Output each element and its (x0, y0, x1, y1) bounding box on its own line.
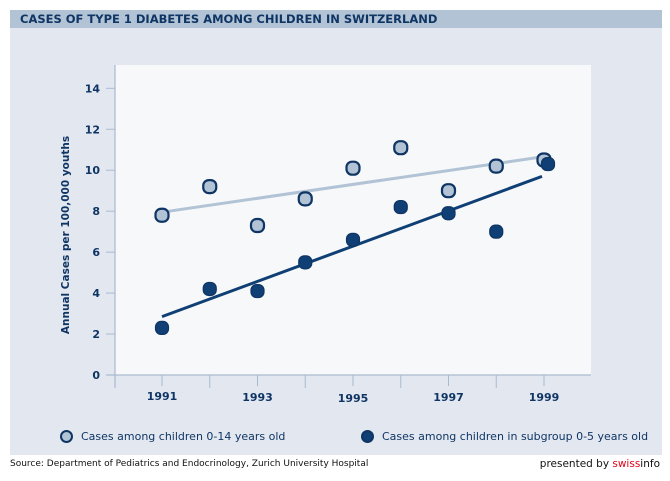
light-circle-icon (60, 430, 73, 443)
y-tick-label: 0 (92, 369, 100, 382)
x-tick-label: 1993 (242, 391, 273, 404)
data-points (154, 140, 556, 335)
legend-label: Cases among children 0-14 years old (81, 430, 286, 443)
point-dark (298, 255, 313, 270)
point-light (202, 178, 218, 195)
legend-item-0-14: Cases among children 0-14 years old (60, 430, 285, 443)
y-tick-label: 2 (92, 328, 100, 341)
source-note: Source: Department of Pediatrics and End… (10, 459, 369, 469)
point-dark (540, 156, 556, 172)
point-light (154, 207, 170, 223)
y-tick-label: 8 (92, 205, 100, 218)
point-dark (441, 206, 456, 221)
point-dark (393, 199, 408, 215)
y-tick-label: 4 (92, 287, 100, 300)
axes: 0 2 4 6 8 10 12 14 1991 1993 1995 1997 1999 (85, 65, 591, 405)
presented-by[interactable]: presented by swissinfo (540, 458, 660, 470)
x-tick-label: 1991 (147, 390, 178, 403)
point-light (440, 183, 457, 199)
point-light (345, 160, 361, 176)
plot-area (115, 65, 591, 375)
y-axis-label: Annual Cases per 100,000 youths (60, 136, 72, 334)
point-dark (250, 283, 265, 299)
dark-circle-icon (361, 430, 374, 443)
point-light (249, 217, 266, 234)
title-bar: CASES OF TYPE 1 DIABETES AMONG CHILDREN … (10, 10, 662, 28)
point-dark (202, 281, 217, 297)
y-tick-label: 6 (92, 246, 100, 259)
point-light (488, 158, 504, 174)
chart-title: CASES OF TYPE 1 DIABETES AMONG CHILDREN … (20, 12, 438, 26)
legend-label: Cases among children in subgroup 0-5 yea… (382, 430, 649, 443)
presented-by-text: presented by (539, 458, 613, 470)
brand-swiss: swiss (612, 458, 641, 470)
x-tick-label: 1995 (338, 392, 369, 405)
y-tick-label: 10 (85, 164, 101, 177)
x-tick-label: 1997 (433, 391, 464, 404)
trend-line-light (161, 155, 543, 214)
brand-info: info (640, 458, 660, 470)
legend-item-0-5: Cases among children in subgroup 0-5 yea… (361, 430, 648, 443)
point-light (393, 140, 409, 156)
x-tick-label: 1999 (529, 391, 560, 404)
point-dark (489, 224, 504, 239)
point-dark (345, 232, 361, 247)
y-tick-label: 14 (85, 82, 101, 95)
point-light (297, 191, 313, 207)
point-dark (154, 320, 170, 335)
y-tick-label: 12 (85, 123, 100, 136)
